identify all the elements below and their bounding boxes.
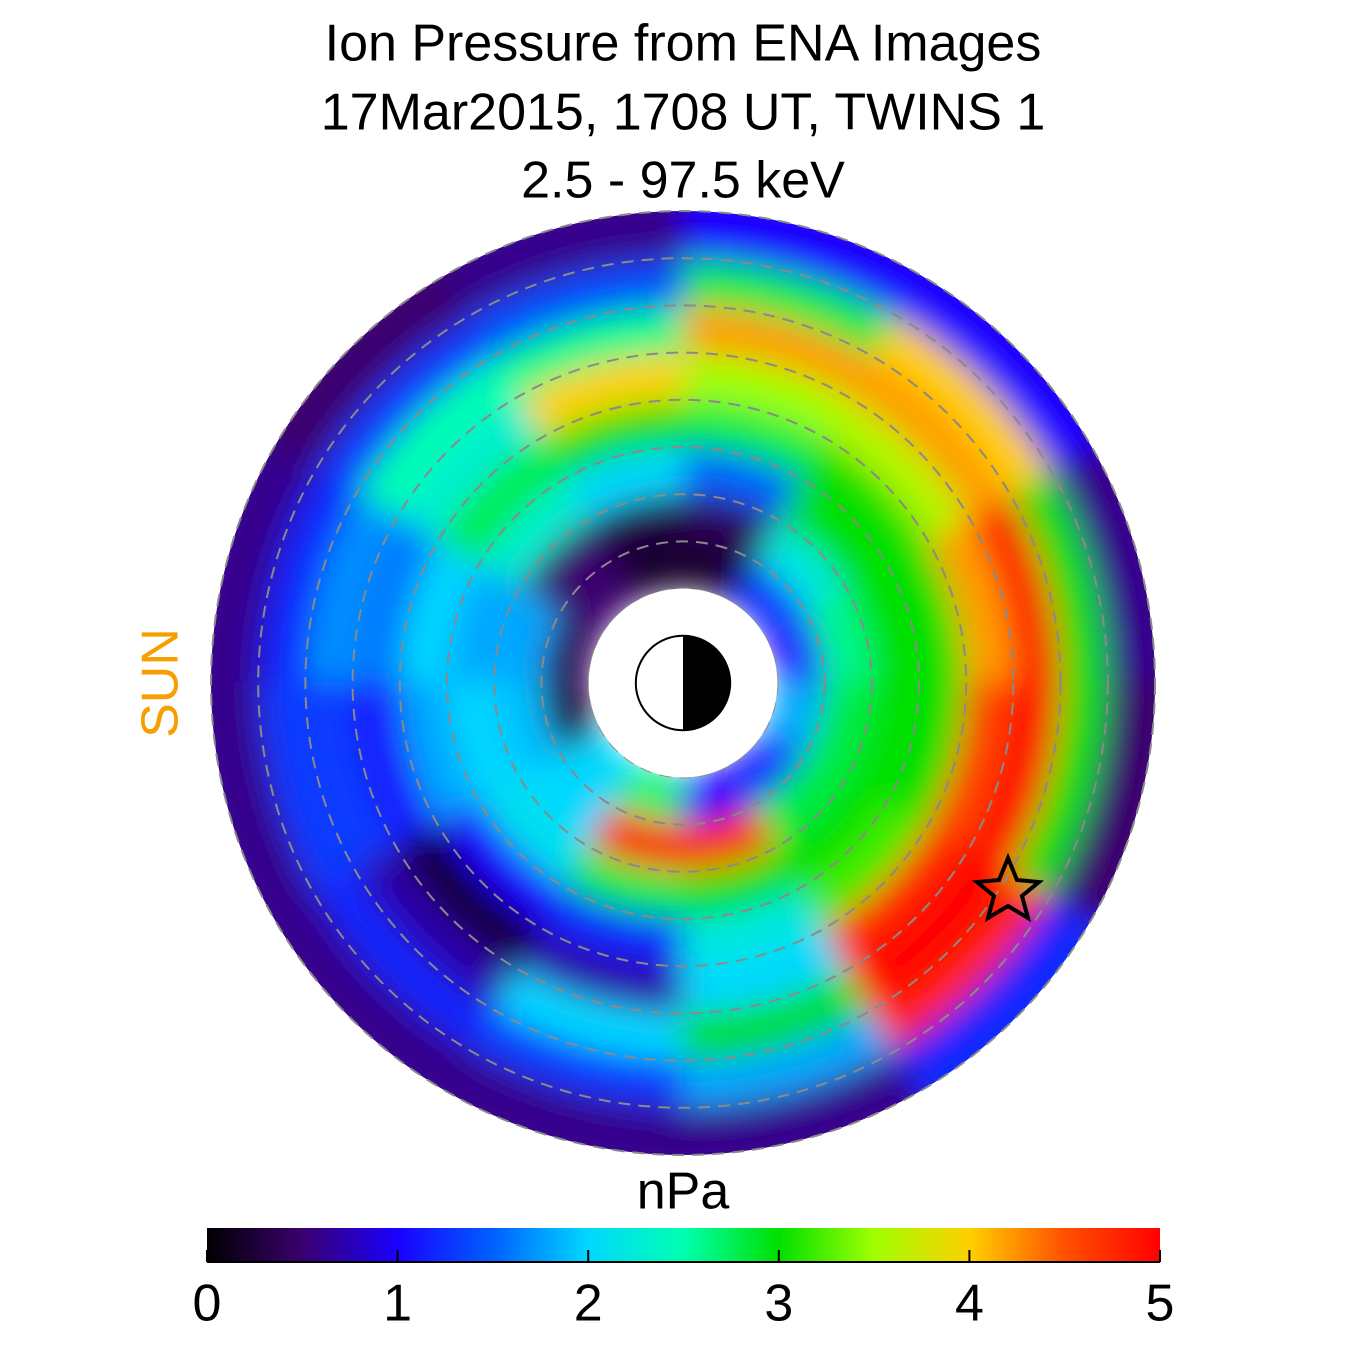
grid-ring: [540, 540, 826, 826]
grid-ring: [446, 446, 920, 920]
earth: [588, 588, 778, 778]
colorbar: [207, 1228, 1160, 1262]
heatmap: [211, 211, 1155, 1155]
grid-ring: [493, 493, 873, 873]
grid-ring: [304, 304, 1062, 1062]
colorbar-tick-label: 5: [1146, 1275, 1175, 1333]
grid-rings: [210, 210, 1156, 1156]
colorbar-tick-label: 3: [764, 1275, 793, 1333]
colorbar-label: nPa: [637, 1163, 730, 1221]
colorbar-tick-label: 0: [193, 1275, 222, 1333]
spacecraft-star: [971, 852, 1045, 923]
colorbar-tick-label: 2: [574, 1275, 603, 1333]
sun-label: SUN: [132, 628, 190, 738]
grid-ring: [398, 398, 968, 968]
earth-night: [683, 635, 731, 731]
grid-ring: [210, 210, 1156, 1156]
title-line: 17Mar2015, 1708 UT, TWINS 1: [321, 84, 1046, 142]
colorbar-tick-label: 4: [955, 1275, 984, 1333]
grid-ring: [351, 351, 1015, 1015]
grid-ring: [257, 257, 1109, 1109]
title-line: 2.5 - 97.5 keV: [521, 152, 845, 210]
colorbar-tick-label: 1: [383, 1275, 412, 1333]
colorbar-ticks: 0 1 2 3 4 5: [193, 1250, 1175, 1333]
title-line: Ion Pressure from ENA Images: [325, 15, 1042, 73]
heatmap-cells: [211, 211, 1155, 1155]
